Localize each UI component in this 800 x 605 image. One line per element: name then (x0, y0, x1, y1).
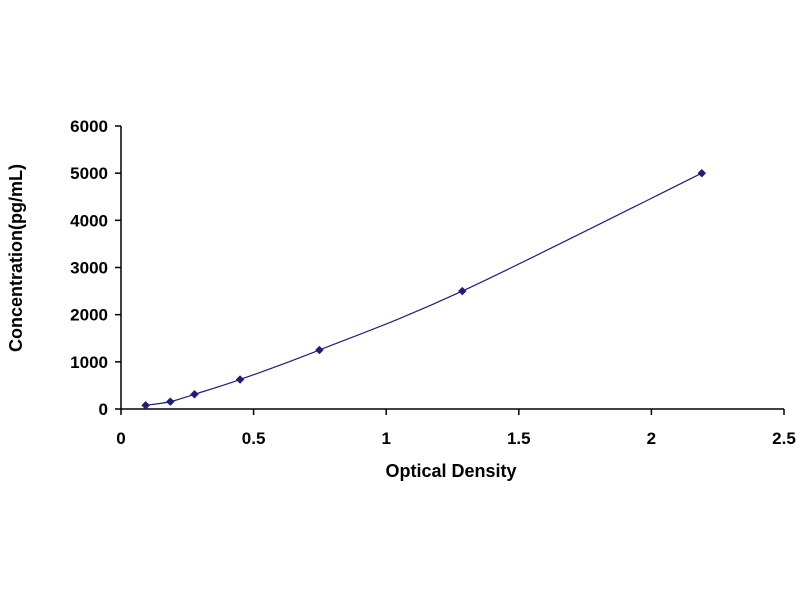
data-point (165, 397, 175, 406)
x-axis-title: Optical Density (385, 461, 516, 481)
data-point (457, 286, 467, 296)
y-tick-label: 4000 (70, 211, 108, 230)
data-point (235, 375, 245, 384)
y-tick-label: 1000 (70, 353, 108, 372)
y-axis-title: Concentration(pg/mL) (6, 164, 26, 352)
x-axis: 0 0.5 1 1.5 2 2.5 (116, 408, 796, 448)
y-tick-label: 6000 (70, 117, 108, 136)
y-tick-label: 0 (99, 400, 108, 419)
data-point (141, 400, 151, 410)
x-tick-label: 1 (381, 429, 390, 448)
data-point (315, 345, 324, 355)
y-tick-label: 2000 (70, 306, 108, 325)
x-tick-label: 2 (647, 429, 656, 448)
x-tick-label: 2.5 (772, 429, 796, 448)
data-series (141, 168, 707, 410)
data-point (190, 389, 199, 399)
series-line (145, 172, 703, 406)
x-tick-label: 1.5 (507, 429, 531, 448)
y-axis: 0 1000 2000 3000 4000 5000 6000 (70, 117, 122, 419)
x-tick-label: 0.5 (242, 429, 266, 448)
y-tick-label: 5000 (70, 164, 108, 183)
y-tick-label: 3000 (70, 259, 108, 278)
data-point (697, 168, 707, 178)
x-tick-label: 0 (116, 429, 125, 448)
